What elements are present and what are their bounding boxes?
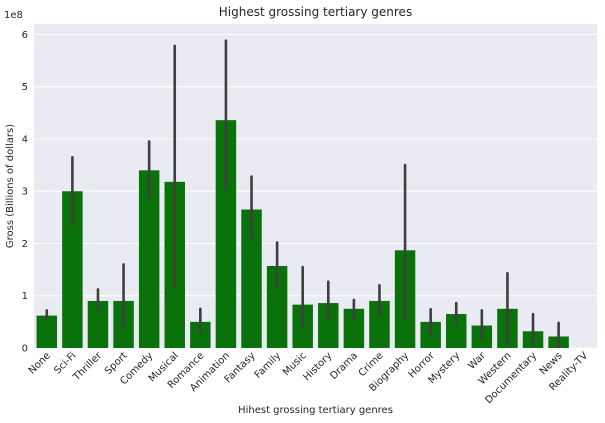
chart-title: Highest grossing tertiary genres [219,5,412,19]
x-tick-label: War [466,350,488,372]
bar [241,209,262,348]
bar [420,321,441,348]
x-tick-label: Thriller [71,350,105,384]
bar [87,300,109,348]
bar [446,314,467,348]
bar [318,303,339,348]
bar [36,315,58,348]
bar [215,120,237,348]
bar [190,321,211,348]
plot-background [34,24,597,348]
bar [369,300,390,348]
grid-lines [34,33,597,349]
y-tick-label: 5 [22,82,28,93]
bar [343,308,365,348]
x-tick-label: History [301,350,334,383]
y-tick-label: 3 [22,187,28,198]
y-tick-label: 1 [22,291,28,302]
x-tick-labels: None Sci-FiThrillerSportComedyMusicalRoma… [27,350,591,406]
bar [138,170,160,348]
y-axis-label: Gross (Billions of dollars) [5,124,16,248]
y-scale-label: 1e8 [4,10,23,21]
y-tick-label: 4 [22,134,28,145]
y-tick-label: 0 [22,344,28,355]
y-tick-label: 2 [22,239,28,250]
y-tick-labels: 0 1 2 3 4 5 6 [22,30,28,355]
bar [266,265,288,348]
y-tick-label: 6 [22,30,28,41]
x-tick-label: None [27,350,53,376]
bar [62,191,83,348]
x-tick-label: Drama [328,350,360,382]
error-bars [45,39,560,349]
x-axis-label: Hihest grossing tertiary genres [238,405,393,416]
x-tick-label: Family [253,350,284,381]
